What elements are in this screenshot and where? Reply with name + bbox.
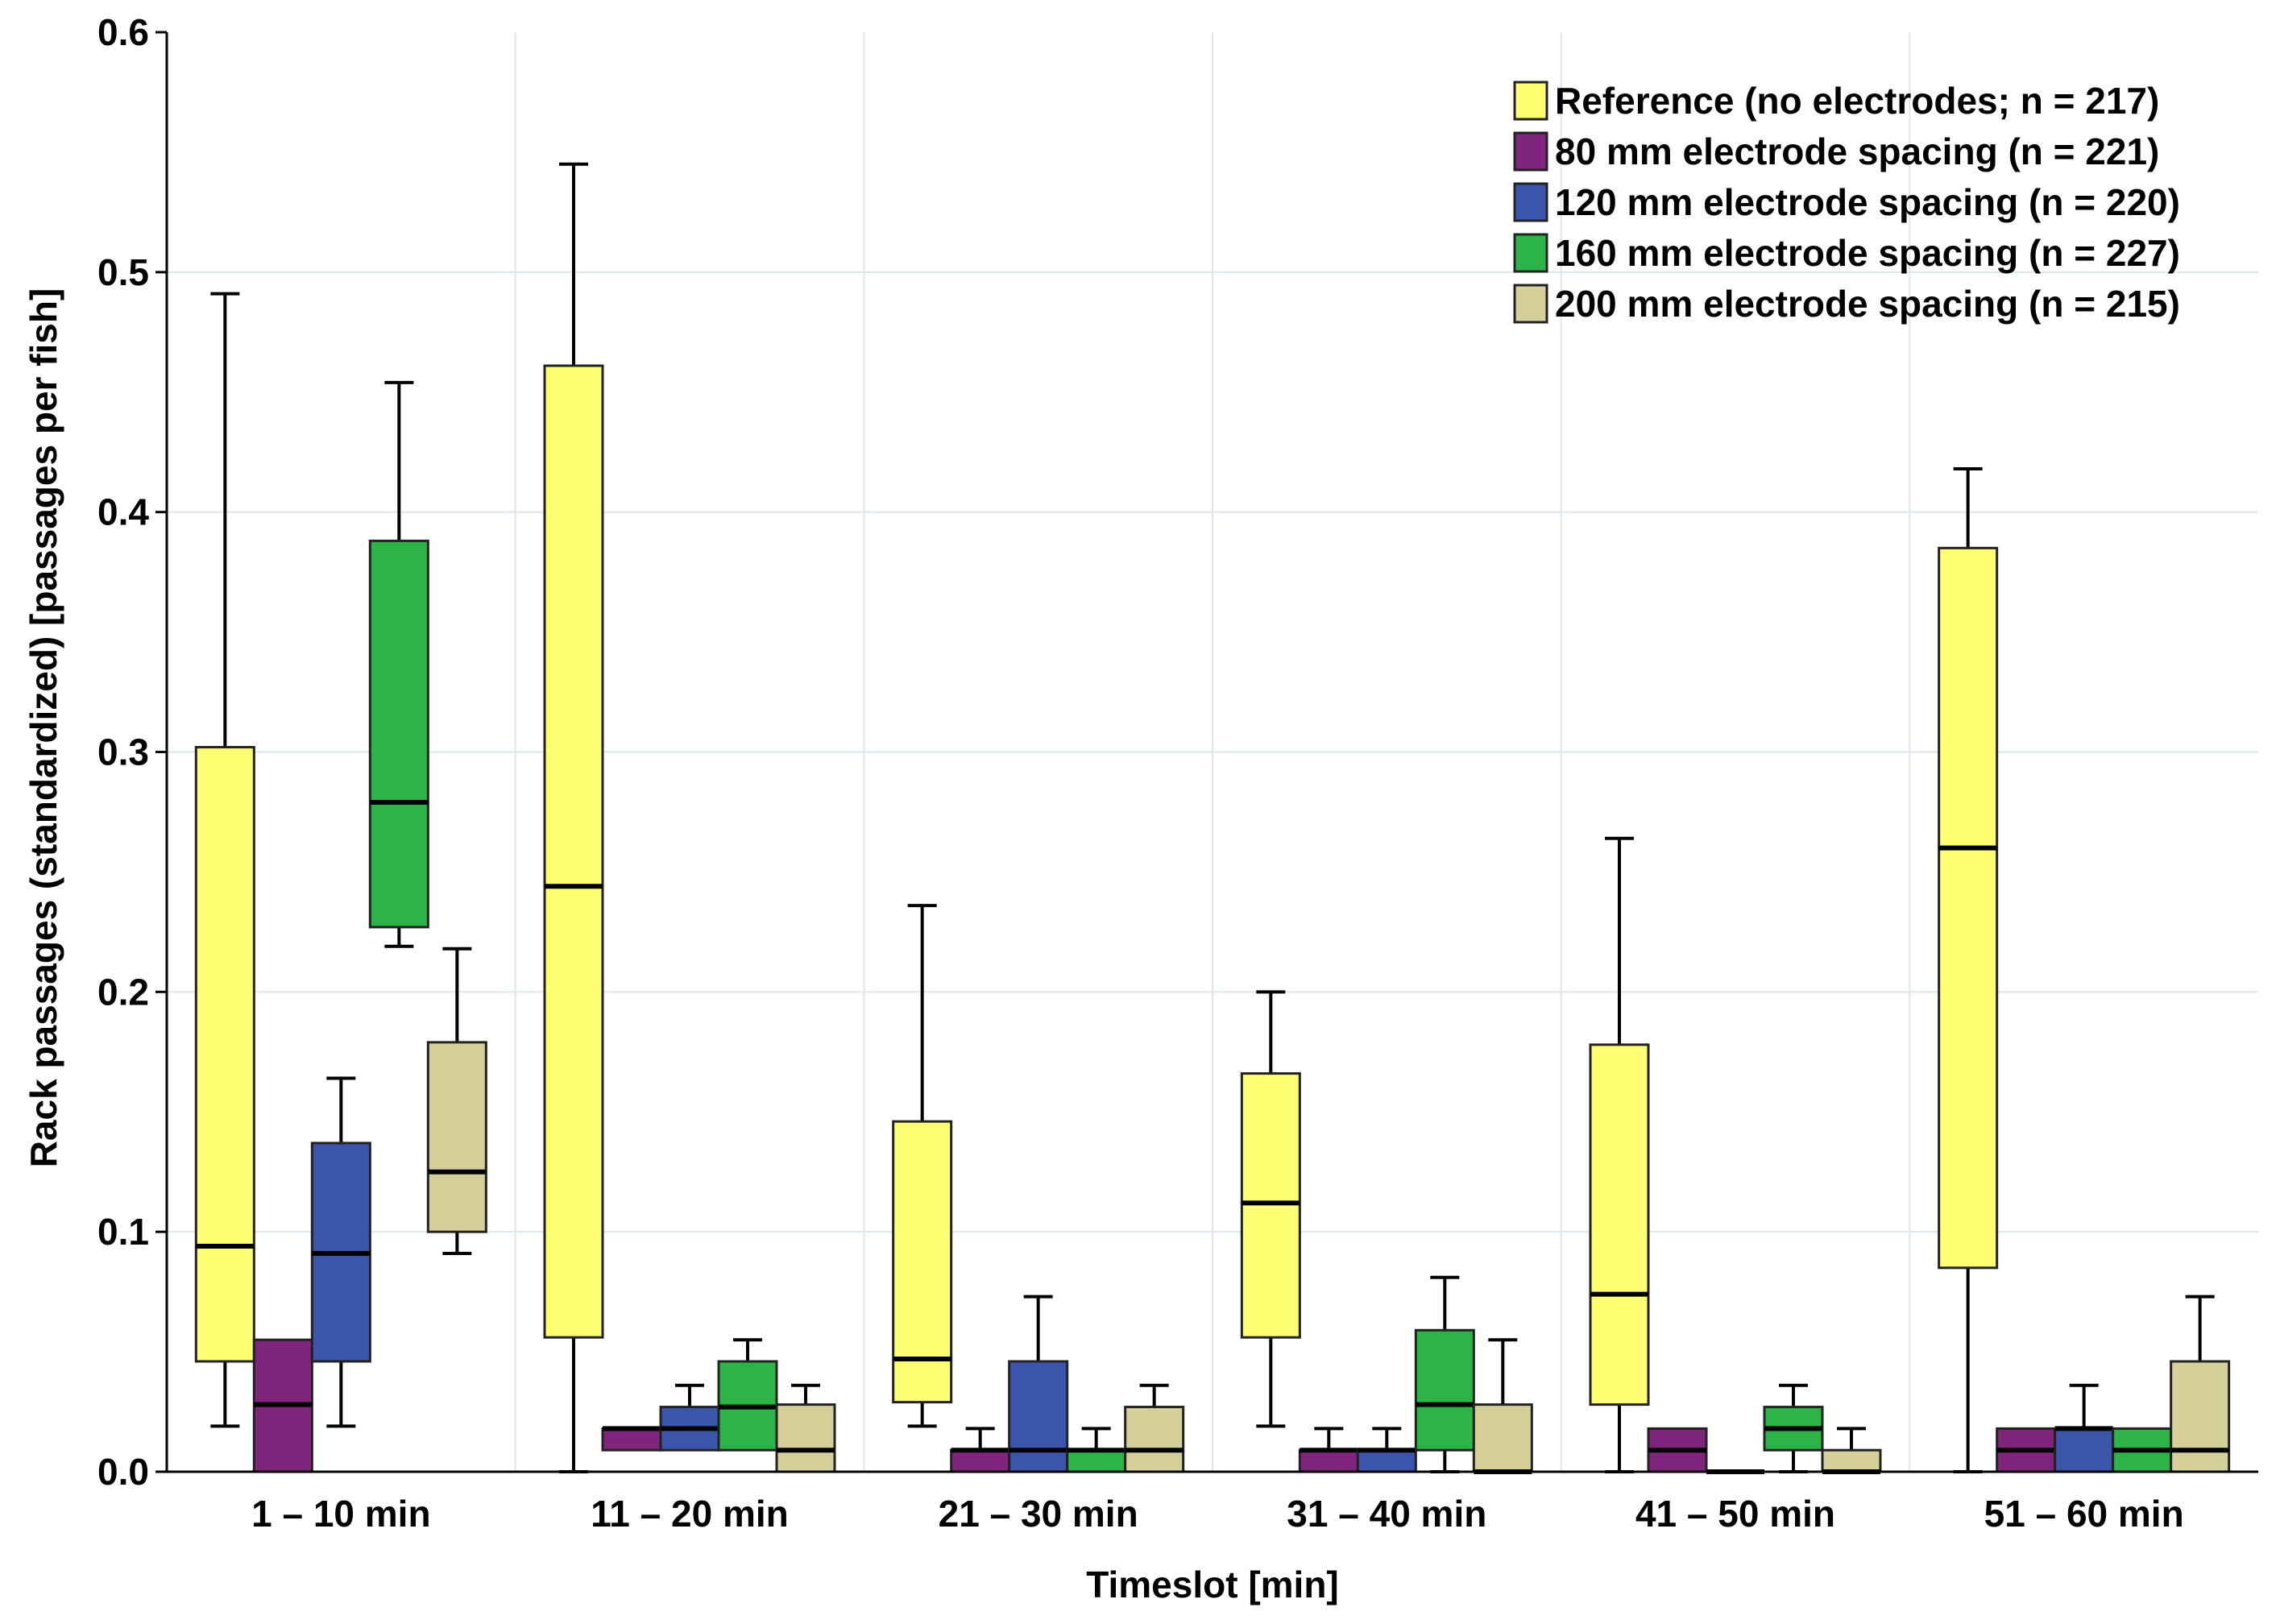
y-tick-label: 0.4 [97, 491, 149, 533]
x-axis-title: Timeslot [min] [1086, 1564, 1339, 1605]
box-iqr [1821, 1448, 1882, 1473]
box-iqr [1124, 1406, 1185, 1473]
legend-item-2: 80 mm electrode spacing (n = 221) [1513, 130, 2159, 172]
box-1-6 [1938, 467, 1999, 1473]
box-iqr [2054, 1427, 2115, 1473]
x-tick-label: 1 – 10 min [251, 1493, 430, 1535]
box-3-1 [310, 1076, 371, 1428]
legend-swatch [1513, 284, 1548, 324]
box-iqr [368, 539, 429, 929]
box-4-1 [368, 380, 429, 948]
box-4-2 [717, 1338, 778, 1452]
box-2-5 [1647, 1427, 1708, 1473]
legend-swatch [1513, 182, 1548, 222]
box-iqr [950, 1448, 1011, 1473]
legend-item-5: 200 mm electrode spacing (n = 215) [1513, 283, 2180, 325]
box-iqr [1472, 1403, 1533, 1473]
box-iqr [892, 1120, 953, 1404]
x-tick-label: 11 – 20 min [591, 1493, 789, 1535]
box-iqr [543, 364, 604, 1339]
box-3-6 [2054, 1383, 2115, 1473]
box-1-5 [1589, 836, 1650, 1473]
legend-swatch [1513, 233, 1548, 273]
box-5-2 [775, 1383, 836, 1473]
box-1-2 [543, 162, 604, 1473]
y-tick-label: 0.3 [97, 731, 149, 773]
box-1-3 [892, 904, 953, 1428]
box-5-1 [426, 947, 487, 1255]
box-2-4 [1298, 1427, 1359, 1473]
legend-label: 80 mm electrode spacing (n = 221) [1555, 130, 2159, 172]
y-tick-label: 0.0 [97, 1451, 149, 1493]
box-iqr [1356, 1448, 1417, 1473]
legend: Reference (no electrodes; n = 217) 80 mm … [1513, 80, 2180, 325]
y-tick-label: 0.2 [97, 971, 149, 1013]
box-3-2 [659, 1383, 720, 1452]
box-5-3 [1124, 1383, 1185, 1473]
box-iqr [1938, 546, 1999, 1270]
box-iqr [1414, 1328, 1475, 1452]
grid-layer [167, 32, 2258, 1472]
box-iqr [426, 1041, 487, 1233]
box-iqr [775, 1403, 836, 1473]
legend-label: 120 mm electrode spacing (n = 220) [1555, 181, 2180, 223]
box-iqr [1298, 1448, 1359, 1473]
legend-label: 160 mm electrode spacing (n = 227) [1555, 232, 2180, 274]
box-2-2 [601, 1426, 662, 1452]
box-2-6 [1996, 1427, 2057, 1473]
x-tick-label: 21 – 30 min [939, 1493, 1138, 1535]
box-iqr [194, 746, 255, 1363]
box-1-4 [1240, 990, 1301, 1428]
legend-label: Reference (no electrodes; n = 217) [1555, 80, 2159, 122]
legend-swatch [1513, 81, 1548, 121]
x-tick-label: 51 – 60 min [1984, 1493, 2184, 1535]
box-5-6 [2170, 1295, 2231, 1473]
box-iqr [1008, 1360, 1069, 1473]
legend-swatch [1513, 131, 1548, 172]
x-tick-label: 31 – 40 min [1287, 1493, 1486, 1535]
box-3-3 [1008, 1295, 1069, 1473]
box-2-1 [252, 1338, 313, 1473]
box-layer [194, 162, 2231, 1474]
box-iqr [1066, 1448, 1127, 1473]
box-4-4 [1414, 1275, 1475, 1473]
y-tick-label: 0.5 [97, 251, 149, 293]
box-iqr [1589, 1043, 1650, 1406]
legend-item-3: 120 mm electrode spacing (n = 220) [1513, 181, 2180, 223]
box-iqr [601, 1427, 662, 1452]
legend-label: 200 mm electrode spacing (n = 215) [1555, 283, 2180, 325]
box-iqr [2170, 1360, 2231, 1473]
box-2-3 [950, 1427, 1011, 1473]
x-tick-label: 41 – 50 min [1635, 1493, 1835, 1535]
legend-item-4: 160 mm electrode spacing (n = 227) [1513, 232, 2180, 274]
y-axis-title: Rack passages (standardized) [passages p… [23, 288, 64, 1168]
box-4-6 [2112, 1427, 2173, 1473]
legend-item-1: Reference (no electrodes; n = 217) [1513, 80, 2159, 122]
y-tick-label: 0.6 [97, 11, 149, 53]
box-1-1 [194, 292, 255, 1428]
box-3-4 [1356, 1427, 1417, 1473]
y-tick-label: 0.1 [97, 1211, 149, 1253]
axis-layer: 0.0 0.1 0.2 0.3 0.4 0.5 0.6 1 – 10 min 11 – 20 m… [97, 11, 2258, 1535]
